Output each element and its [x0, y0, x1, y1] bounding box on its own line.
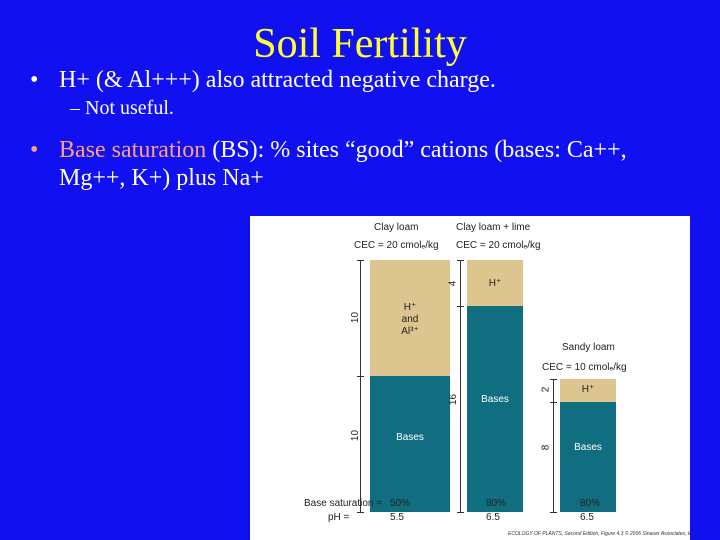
col3-bs: 80%: [580, 498, 601, 509]
col2-tick: [457, 512, 464, 513]
col3-tick: [550, 379, 557, 380]
bullet-2-highlight: Base saturation: [59, 137, 207, 163]
col1-cec: CEC = 20 cmolₑ/kg: [354, 240, 439, 251]
col1-bases-label: Bases: [396, 432, 424, 443]
col3-bases-segment: [560, 402, 616, 512]
bs-label: Base saturation =: [304, 498, 383, 509]
col1-bases-units: 10: [350, 429, 362, 442]
col3-tick: [550, 512, 557, 513]
col2-h-units: 4: [447, 280, 459, 287]
col2-ph: 6.5: [486, 512, 500, 523]
col3-scale-line: [553, 379, 554, 512]
bullet-dot: •: [30, 137, 39, 163]
bullet-1-text: H+ (& Al+++) also attracted negative cha…: [59, 67, 496, 93]
col3-h-label: H⁺: [581, 384, 595, 395]
bullet-dot: •: [30, 67, 39, 93]
base-saturation-figure: Clay loam CEC = 20 cmolₑ/kg H⁺ and Al³⁺ …: [250, 216, 696, 540]
col3-bases-units: 8: [540, 444, 552, 451]
col3-bases-label: Bases: [574, 442, 602, 453]
col3-h-segment: [560, 379, 616, 402]
bullet-2-rest: (BS): % sites “good” cations (bases: Ca+…: [59, 137, 627, 191]
col1-h-units: 10: [350, 311, 362, 324]
col2-bases-segment: [467, 306, 523, 512]
col1-ph: 5.5: [390, 512, 404, 523]
bullet-2-text: Base saturation (BS): % sites “good” cat…: [59, 136, 659, 192]
col3-tick: [550, 402, 557, 403]
col2-cec: CEC = 20 cmolₑ/kg: [456, 240, 541, 251]
ph-label: pH =: [328, 512, 350, 523]
col2-tick: [457, 260, 464, 261]
col1-bases-segment: [370, 376, 450, 512]
col1-tick: [357, 512, 364, 513]
col3-cec: CEC = 10 cmolₑ/kg: [542, 362, 627, 373]
sub-bullet-1: – Not useful.: [70, 97, 174, 119]
col1-tick: [357, 260, 364, 261]
col3-h-units: 2: [540, 386, 552, 393]
col1-h-segment: [370, 260, 450, 376]
col2-h-segment: [467, 260, 523, 306]
col1-name: Clay loam: [374, 222, 419, 233]
col1-scale-line: [360, 260, 361, 512]
col2-bases-units: 16: [448, 393, 460, 406]
col1-h-label: H⁺ and Al³⁺: [401, 302, 419, 337]
col1-bs: 50%: [390, 498, 411, 509]
slide-title: Soil Fertility: [253, 21, 467, 67]
col2-bs: 80%: [486, 498, 507, 509]
col2-name: Clay loam + lime: [456, 222, 531, 233]
col1-tick: [357, 376, 364, 377]
col2-scale-line: [460, 260, 461, 512]
col2-tick: [457, 306, 464, 307]
figure-credit: ECOLOGY OF PLANTS, Second Edition, Figur…: [508, 531, 696, 537]
col3-ph: 6.5: [580, 512, 594, 523]
col2-bases-label: Bases: [481, 394, 509, 405]
col3-name: Sandy loam: [562, 342, 615, 353]
col2-h-label: H⁺: [488, 278, 502, 289]
